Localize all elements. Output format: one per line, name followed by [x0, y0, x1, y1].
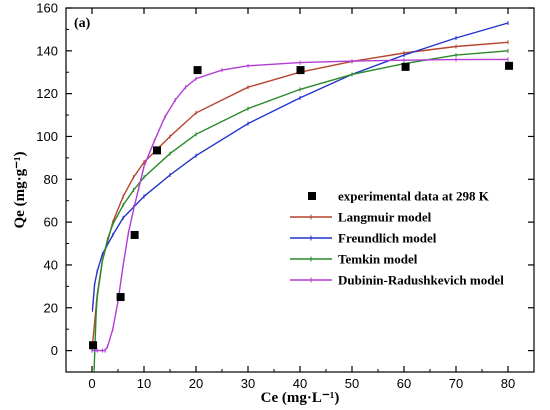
plot-content	[89, 20, 514, 372]
y-axis: 0 20 40 60 80 100 120 140 160	[36, 1, 534, 373]
data-point	[401, 62, 410, 71]
x-tick-label: 60	[397, 376, 411, 391]
legend-label: Freundlich model	[338, 231, 437, 246]
panel-label: (a)	[74, 16, 91, 31]
x-tick-label: 10	[137, 376, 151, 391]
data-point	[89, 341, 98, 350]
x-tick-label: 30	[241, 376, 255, 391]
legend-label: Langmuir model	[338, 210, 432, 225]
data-point	[130, 230, 139, 239]
data-point	[296, 66, 305, 75]
x-tick-label: 0	[88, 376, 95, 391]
data-point	[153, 146, 161, 155]
legend-marker	[308, 192, 316, 200]
legend-label: experimental data at 298 K	[338, 189, 490, 204]
data-point	[193, 66, 202, 75]
series-line	[91, 22, 509, 310]
y-tick-label: 120	[36, 86, 58, 101]
y-axis-title: Qe (mg·g⁻¹)	[12, 152, 28, 229]
y-tick-label: 0	[51, 343, 58, 358]
legend-label: Dubinin-Radushkevich model	[338, 273, 504, 288]
x-tick-label: 80	[501, 376, 515, 391]
legend-label: Temkin model	[338, 252, 418, 267]
y-tick-label: 100	[36, 129, 58, 144]
y-tick-label: 140	[36, 43, 58, 58]
data-point	[505, 61, 514, 70]
y-tick-label: 20	[44, 300, 58, 315]
x-tick-label: 50	[345, 376, 359, 391]
x-axis-title: Ce (mg·L⁻¹)	[261, 390, 340, 406]
x-tick-label: 40	[293, 376, 307, 391]
y-tick-label: 80	[44, 172, 58, 187]
y-tick-label: 160	[36, 1, 58, 16]
data-point	[116, 293, 125, 302]
x-tick-label: 20	[189, 376, 203, 391]
x-axis: 0 10 20 30 40 50 60 70 80	[65, 8, 535, 391]
y-tick-label: 60	[44, 215, 58, 230]
x-tick-label: 70	[449, 376, 463, 391]
y-tick-label: 40	[44, 257, 58, 272]
legend: experimental data at 298 K Langmuir model…	[290, 189, 504, 288]
